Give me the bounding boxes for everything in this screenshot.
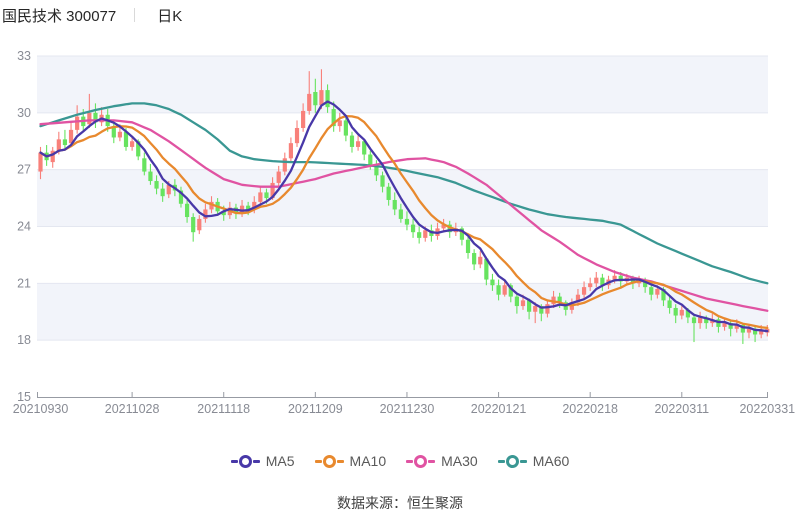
x-axis: 20210930 20211028 20211118 20211209 20211230… xyxy=(13,392,795,416)
legend-label-ma10: MA10 xyxy=(349,453,387,469)
svg-text:15: 15 xyxy=(17,390,31,404)
ma5-legend-marker-icon xyxy=(230,454,260,468)
svg-text:20220331: 20220331 xyxy=(739,402,795,416)
plot-bands xyxy=(37,56,768,397)
svg-text:20220311: 20220311 xyxy=(654,402,709,416)
svg-text:18: 18 xyxy=(17,333,31,347)
svg-text:20211209: 20211209 xyxy=(288,402,343,416)
legend-item-ma10[interactable]: MA10 xyxy=(314,453,387,469)
legend-item-ma5[interactable]: MA5 xyxy=(230,453,295,469)
svg-text:20211118: 20211118 xyxy=(197,402,250,416)
legend-item-ma60[interactable]: MA60 xyxy=(497,453,570,469)
svg-text:20220218: 20220218 xyxy=(562,402,618,416)
svg-text:20210930: 20210930 xyxy=(13,402,69,416)
chart-header: 国民技术 300077 日K xyxy=(2,5,182,25)
legend-label-ma30: MA30 xyxy=(441,453,478,469)
svg-text:20220121: 20220121 xyxy=(471,402,527,416)
svg-text:33: 33 xyxy=(17,49,31,63)
legend-item-ma30[interactable]: MA30 xyxy=(406,453,478,469)
svg-text:24: 24 xyxy=(17,220,31,234)
chart-legend: MA5 MA10 MA30 MA60 xyxy=(0,453,800,469)
ma30-legend-marker-icon xyxy=(406,454,436,468)
svg-text:20211230: 20211230 xyxy=(380,402,435,416)
svg-text:30: 30 xyxy=(17,106,31,120)
svg-text:21: 21 xyxy=(17,276,31,290)
stock-title: 国民技术 300077 xyxy=(2,7,117,25)
ma60-line xyxy=(39,102,769,285)
header-divider xyxy=(134,8,136,22)
svg-text:20211028: 20211028 xyxy=(105,402,160,416)
svg-text:27: 27 xyxy=(17,163,31,177)
ma5-line xyxy=(39,100,769,333)
ma60-legend-marker-icon xyxy=(497,454,527,468)
data-source-note: 数据来源：恒生聚源 xyxy=(337,495,463,511)
y-axis-labels: 15 18 21 24 27 30 33 xyxy=(17,49,31,404)
ma10-legend-marker-icon xyxy=(314,454,344,468)
legend-label-ma5: MA5 xyxy=(265,453,295,469)
period-tab-daily[interactable]: 日K xyxy=(157,7,183,25)
legend-label-ma60: MA60 xyxy=(532,453,570,469)
